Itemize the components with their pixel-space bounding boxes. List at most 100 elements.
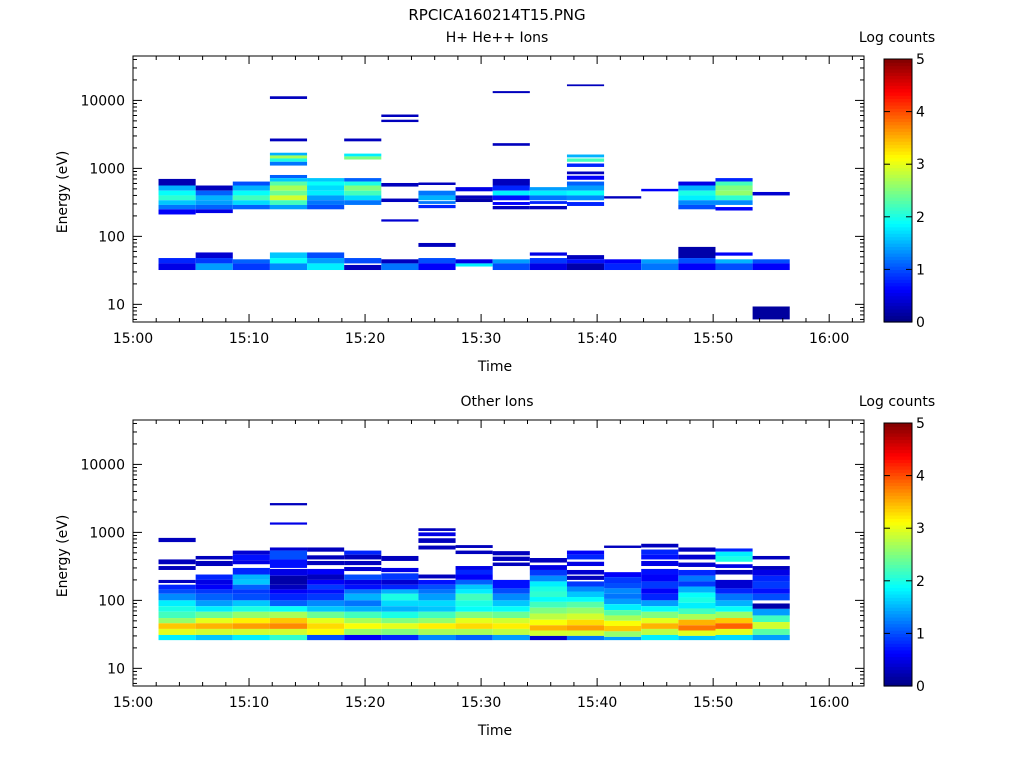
heatmap-cell bbox=[604, 615, 642, 621]
colorbar-swatch bbox=[884, 436, 912, 441]
x-tick-label: 15:00 bbox=[113, 695, 153, 711]
heatmap-cell bbox=[232, 259, 270, 264]
heatmap-cell bbox=[195, 195, 233, 201]
heatmap-cell bbox=[715, 263, 753, 271]
heatmap-cell bbox=[269, 550, 308, 560]
heatmap-cell bbox=[344, 566, 382, 572]
heatmap-cell bbox=[232, 560, 270, 565]
heatmap-cell bbox=[455, 611, 493, 619]
heatmap-cell bbox=[344, 138, 382, 142]
heatmap-cell bbox=[344, 634, 382, 641]
heatmap-cell bbox=[195, 606, 233, 612]
heatmap-cell bbox=[418, 618, 456, 624]
colorbar-swatch bbox=[884, 531, 912, 536]
heatmap-cell bbox=[307, 200, 345, 205]
heatmap-cell bbox=[455, 550, 493, 555]
colorbar-swatch bbox=[884, 157, 912, 162]
colorbar-swatch bbox=[884, 108, 912, 113]
colorbar-swatch bbox=[884, 167, 912, 172]
heatmap-cell bbox=[715, 618, 753, 624]
colorbar-swatch bbox=[884, 312, 912, 317]
x-tick-label: 15:30 bbox=[461, 695, 501, 711]
colorbar-swatch bbox=[884, 193, 912, 198]
heatmap-cell bbox=[381, 618, 419, 624]
heatmap-cell bbox=[752, 634, 790, 641]
heatmap-cell bbox=[232, 550, 270, 555]
heatmap-cell bbox=[678, 181, 716, 186]
colorbar-swatch bbox=[884, 547, 912, 552]
colorbar-swatch bbox=[884, 315, 912, 320]
colorbar-swatch bbox=[884, 72, 912, 77]
heatmap-cell bbox=[641, 600, 679, 607]
colorbar-swatch bbox=[884, 672, 912, 677]
heatmap-cell bbox=[269, 161, 308, 166]
colorbar-swatch bbox=[884, 584, 912, 588]
heatmap-cell bbox=[715, 185, 753, 191]
heatmap-cell bbox=[344, 181, 382, 186]
heatmap-cell bbox=[492, 562, 530, 567]
colorbar-swatch bbox=[884, 633, 912, 638]
heatmap-cell bbox=[492, 178, 530, 186]
heatmap-cell bbox=[381, 119, 419, 123]
heatmap-cell bbox=[195, 258, 233, 264]
heatmap-cell bbox=[715, 569, 753, 575]
colorbar-swatch bbox=[884, 246, 912, 251]
heatmap-cell bbox=[307, 618, 345, 624]
heatmap-cell bbox=[455, 623, 493, 629]
heatmap-cell bbox=[232, 200, 270, 205]
colorbar-swatch bbox=[884, 666, 912, 671]
heatmap-cell bbox=[344, 200, 382, 205]
colorbar-swatch bbox=[884, 603, 912, 608]
colorbar-swatch bbox=[884, 580, 912, 585]
colorbar-swatch bbox=[884, 564, 912, 569]
heatmap-cell bbox=[158, 634, 196, 641]
heatmap-cell bbox=[344, 153, 382, 157]
colorbar-tick-label: 2 bbox=[916, 574, 925, 590]
heatmap-cell bbox=[269, 258, 308, 264]
heatmap-cell bbox=[232, 623, 270, 629]
colorbar-swatch bbox=[884, 623, 912, 628]
heatmap-cell bbox=[269, 568, 308, 576]
heatmap-cell bbox=[195, 185, 233, 191]
heatmap-cell bbox=[455, 600, 493, 607]
colorbar-swatch bbox=[884, 630, 912, 634]
heatmap-cell bbox=[418, 532, 456, 537]
heatmap-cell bbox=[752, 603, 790, 609]
heatmap-cell bbox=[307, 178, 345, 182]
colorbar-swatch bbox=[884, 511, 912, 516]
heatmap-cell bbox=[195, 634, 233, 641]
colorbar-swatch bbox=[884, 95, 912, 100]
colorbar-swatch bbox=[884, 587, 912, 592]
heatmap-cell bbox=[455, 593, 493, 601]
x-tick-label: 16:00 bbox=[809, 695, 849, 711]
heatmap-cell bbox=[232, 600, 270, 607]
heatmap-cell bbox=[307, 204, 345, 210]
heatmap-cell bbox=[604, 631, 642, 637]
colorbar-swatch bbox=[884, 498, 912, 503]
colorbar-swatch bbox=[884, 210, 912, 215]
x-axis-label: Time bbox=[477, 723, 512, 739]
heatmap-cell bbox=[566, 185, 605, 191]
heatmap-cell bbox=[678, 185, 716, 191]
figure-title: RPCICA160214T15.PNG bbox=[408, 6, 585, 24]
heatmap-cell bbox=[195, 560, 233, 567]
heatmap-cell bbox=[492, 205, 530, 210]
heatmap-cell bbox=[418, 574, 456, 579]
colorbar-swatch bbox=[884, 607, 912, 611]
colorbar-swatch bbox=[884, 600, 912, 605]
heatmap-cell bbox=[195, 593, 233, 601]
heatmap-cell bbox=[232, 181, 270, 186]
heatmap-cell bbox=[492, 259, 530, 264]
heatmap-cell bbox=[529, 201, 567, 204]
colorbar-swatch bbox=[884, 128, 912, 132]
heatmap-cell bbox=[269, 628, 308, 635]
heatmap-cell bbox=[566, 613, 605, 620]
heatmap-cell bbox=[269, 634, 308, 641]
heatmap-cell bbox=[492, 579, 530, 589]
heatmap-cell bbox=[492, 634, 530, 641]
heatmap-cell bbox=[566, 625, 605, 631]
colorbar-swatch bbox=[884, 515, 912, 519]
heatmap-cell bbox=[529, 252, 567, 256]
heatmap-cell bbox=[678, 575, 716, 582]
